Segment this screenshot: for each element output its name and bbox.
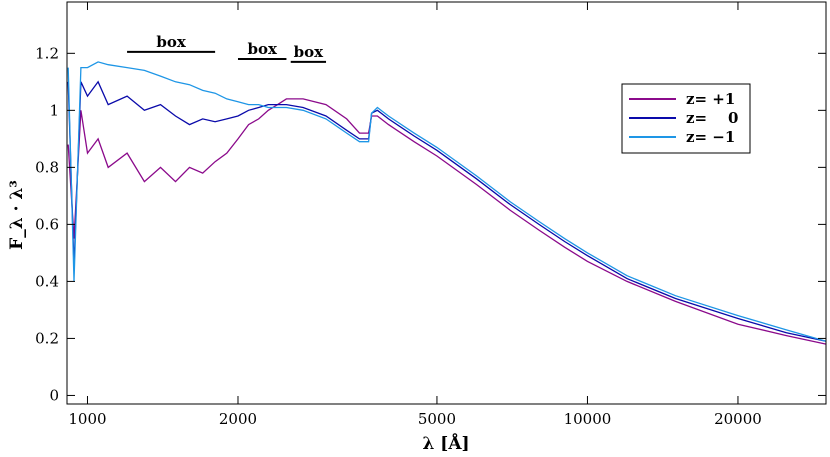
series-line-1 [67, 98, 827, 345]
legend-label: z= 0 [686, 109, 738, 127]
y-axis-title: F_λ · λ³ [7, 180, 27, 250]
series-line-2 [67, 80, 827, 342]
x-tick-label: 20000 [714, 410, 762, 428]
legend: z= +1z= 0z= −1 [621, 83, 751, 154]
y-tick-label: 0 [49, 386, 59, 404]
y-tick-label: 1 [49, 101, 59, 119]
x-tick-label: 5000 [418, 410, 456, 428]
plot-frame [66, 1, 827, 405]
legend-label: z= −1 [686, 128, 735, 146]
y-tick-label: 1.2 [35, 44, 59, 62]
legend-label: z= +1 [686, 90, 735, 108]
x-tick-label: 10000 [564, 410, 612, 428]
axis-ticks: 1000 2000 5000 10000 20000 0 0.2 0.4 0.6 0.8 1 1.2 [35, 2, 826, 428]
box-label: box [247, 40, 277, 58]
series-line-3 [67, 61, 827, 342]
x-tick-label: 2000 [219, 410, 257, 428]
y-tick-label: 0.6 [35, 215, 59, 233]
y-tick-label: 0.2 [35, 329, 59, 347]
x-tick-label: 1000 [68, 410, 106, 428]
y-tick-label: 0.4 [35, 272, 59, 290]
y-tick-label: 0.8 [35, 158, 59, 176]
box-annotations: box box box [127, 33, 327, 63]
box-label: box [294, 43, 324, 61]
spectra-lines [67, 61, 827, 345]
x-axis-title: λ [Å] [422, 432, 469, 454]
box-label: box [156, 33, 186, 51]
